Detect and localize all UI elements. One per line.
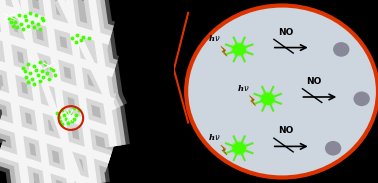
Polygon shape xyxy=(221,46,227,56)
Circle shape xyxy=(186,5,378,178)
Circle shape xyxy=(333,42,349,57)
Circle shape xyxy=(231,42,248,57)
Text: h$\nu$: h$\nu$ xyxy=(237,83,249,93)
Circle shape xyxy=(259,91,276,107)
Circle shape xyxy=(232,142,246,154)
Circle shape xyxy=(231,141,248,156)
Circle shape xyxy=(232,43,246,56)
Text: NO: NO xyxy=(278,28,293,37)
Polygon shape xyxy=(249,96,256,106)
Text: NO: NO xyxy=(306,77,322,86)
Text: NO: NO xyxy=(278,126,293,135)
Circle shape xyxy=(325,141,341,156)
Circle shape xyxy=(261,93,275,105)
Text: h$\nu$: h$\nu$ xyxy=(208,33,221,43)
Text: h$\nu$: h$\nu$ xyxy=(208,132,221,142)
Polygon shape xyxy=(221,145,227,155)
Circle shape xyxy=(353,92,370,106)
